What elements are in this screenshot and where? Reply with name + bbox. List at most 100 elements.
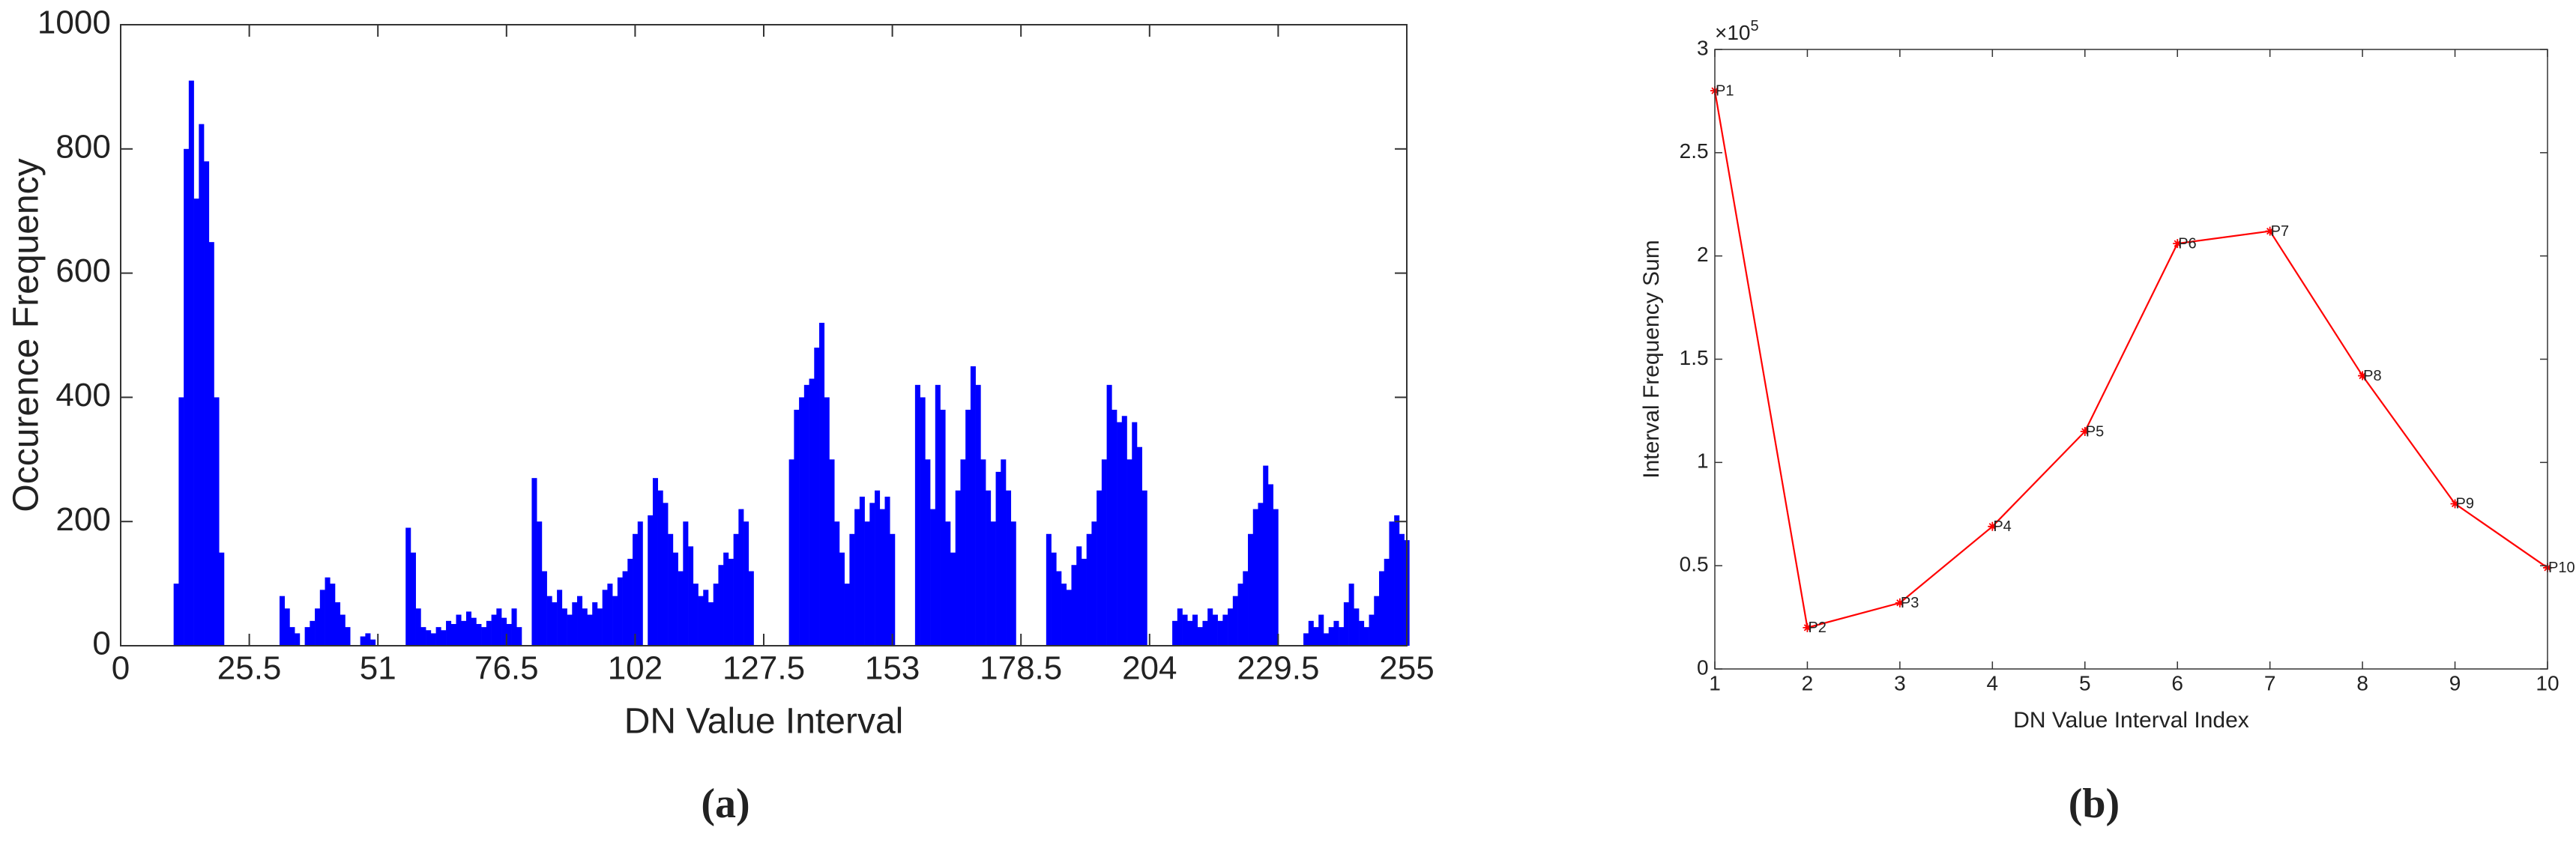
bar (1359, 620, 1365, 646)
bar (1273, 509, 1279, 646)
bar (577, 596, 583, 646)
bar (1228, 608, 1234, 646)
x-tick-label: 8 (2356, 671, 2368, 694)
bar (1111, 409, 1117, 646)
bar (335, 602, 341, 646)
y-tick-label: 600 (55, 252, 110, 289)
y-tick-label: 2.5 (1680, 139, 1709, 163)
x-tick-label: 153 (865, 650, 920, 687)
bar (875, 490, 881, 646)
bar (1318, 614, 1324, 646)
bar (214, 397, 220, 646)
bar (803, 384, 809, 646)
bar (602, 590, 608, 646)
bar (370, 639, 376, 646)
bar (405, 527, 411, 646)
bar (511, 608, 517, 646)
bar (849, 533, 855, 646)
y-tick-label: 400 (55, 377, 110, 414)
bar (728, 558, 734, 646)
bar (435, 627, 441, 646)
bar (340, 614, 346, 646)
bar (1172, 620, 1178, 646)
bar (1384, 558, 1390, 646)
bar (1207, 608, 1213, 646)
bar (430, 633, 436, 646)
bar (986, 490, 992, 646)
x-tick-label: 76.5 (474, 650, 539, 687)
y-tick-label: 1.5 (1680, 346, 1709, 369)
bar (193, 199, 199, 646)
bar (310, 620, 316, 646)
x-tick-label: 4 (1987, 671, 1999, 694)
bar (188, 80, 194, 646)
bar (1046, 533, 1052, 646)
x-tick-label: 255 (1379, 650, 1434, 687)
bar (1217, 620, 1223, 646)
bar (446, 620, 452, 646)
bar (990, 521, 996, 646)
bar (1354, 608, 1360, 646)
bar (693, 584, 699, 646)
bar (617, 577, 623, 646)
line (1713, 90, 2548, 629)
bar (1258, 503, 1264, 646)
point-label: P7 (2271, 223, 2289, 240)
marker (2450, 499, 2460, 509)
bar (1010, 521, 1016, 646)
bar (738, 509, 744, 646)
marker (1988, 521, 1997, 531)
bar (304, 627, 310, 646)
bar (345, 627, 351, 646)
bar (1248, 533, 1254, 646)
y-tick-label: 2 (1697, 243, 1709, 266)
point-label: P1 (1716, 82, 1734, 99)
y-tick-label: 0 (92, 626, 110, 662)
bar (708, 602, 714, 646)
bar (597, 608, 603, 646)
bar (844, 584, 850, 646)
bar (713, 584, 719, 646)
bar (1056, 571, 1062, 646)
bar (315, 608, 321, 646)
bar (279, 596, 286, 646)
marker (2358, 371, 2368, 381)
bar (940, 409, 946, 646)
bar (1076, 546, 1082, 646)
bar (607, 584, 613, 646)
bar (869, 503, 875, 646)
bar (1348, 584, 1354, 646)
bar (612, 596, 618, 646)
bar (426, 630, 432, 646)
y-multiplier-exponent: 5 (1751, 18, 1759, 34)
bar (1126, 459, 1132, 646)
bar (1243, 571, 1249, 646)
bar (935, 384, 941, 646)
bar (663, 503, 669, 646)
bar (788, 459, 794, 646)
bar (965, 409, 971, 646)
bar (1263, 465, 1269, 646)
bar (657, 490, 663, 646)
bar (1202, 620, 1208, 646)
bar (541, 571, 547, 646)
point-label: P9 (2456, 496, 2474, 512)
bar (1006, 490, 1012, 646)
bar (531, 478, 537, 646)
bar (199, 124, 205, 646)
bar (546, 596, 552, 646)
y-axis-label: Interval Frequency Sum (1639, 240, 1664, 478)
y-axis-label: Occurence Frequency (7, 158, 46, 512)
bar (819, 322, 825, 646)
bar (284, 608, 290, 646)
bar (1237, 584, 1243, 646)
x-tick-label: 178.5 (980, 650, 1062, 687)
bar (330, 584, 336, 646)
bar (633, 533, 639, 646)
y-tick-label: 200 (55, 501, 110, 538)
bar (1303, 633, 1309, 646)
bar (794, 409, 800, 646)
bar (295, 633, 301, 646)
bar (1117, 422, 1123, 646)
x-tick-label: 10 (2536, 671, 2559, 694)
